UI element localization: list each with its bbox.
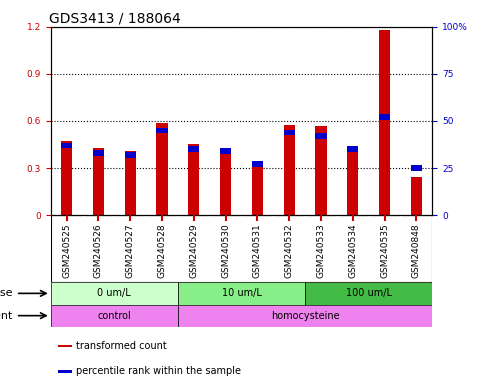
Bar [411, 165, 422, 171]
Bar [125, 152, 136, 157]
Text: 10 um/L: 10 um/L [222, 288, 261, 298]
Bar [156, 123, 168, 215]
Text: transformed count: transformed count [75, 341, 166, 351]
Bar [411, 177, 422, 215]
Text: GSM240525: GSM240525 [62, 223, 71, 278]
FancyBboxPatch shape [51, 305, 178, 327]
Text: GSM240848: GSM240848 [412, 223, 421, 278]
Bar [61, 143, 72, 148]
Bar [347, 146, 358, 152]
Text: GDS3413 / 188064: GDS3413 / 188064 [49, 12, 181, 26]
Text: GSM240532: GSM240532 [284, 223, 294, 278]
FancyBboxPatch shape [305, 282, 432, 305]
FancyBboxPatch shape [51, 282, 178, 305]
Bar [220, 147, 231, 215]
Bar [188, 144, 199, 215]
Text: GSM240531: GSM240531 [253, 223, 262, 278]
Bar [315, 133, 327, 139]
Text: homocysteine: homocysteine [271, 311, 340, 321]
Bar [379, 30, 390, 215]
Text: agent: agent [0, 311, 13, 321]
Text: GSM240530: GSM240530 [221, 223, 230, 278]
Bar [58, 370, 72, 373]
Bar [220, 148, 231, 154]
Text: control: control [98, 311, 131, 321]
Bar [284, 125, 295, 215]
Bar [93, 150, 104, 156]
Bar [188, 146, 199, 152]
Text: percentile rank within the sample: percentile rank within the sample [75, 366, 241, 376]
Bar [156, 127, 168, 133]
Bar [347, 147, 358, 215]
Text: 100 um/L: 100 um/L [346, 288, 392, 298]
Text: GSM240527: GSM240527 [126, 223, 135, 278]
Bar [284, 129, 295, 135]
Text: GSM240534: GSM240534 [348, 223, 357, 278]
Text: GSM240526: GSM240526 [94, 223, 103, 278]
Bar [93, 147, 104, 215]
Text: GSM240535: GSM240535 [380, 223, 389, 278]
Text: GSM240533: GSM240533 [316, 223, 326, 278]
Bar [315, 126, 327, 215]
FancyBboxPatch shape [178, 305, 432, 327]
Bar [379, 114, 390, 120]
FancyBboxPatch shape [178, 282, 305, 305]
Bar [58, 344, 72, 348]
Text: dose: dose [0, 288, 13, 298]
Text: GSM240528: GSM240528 [157, 223, 167, 278]
Text: GSM240529: GSM240529 [189, 223, 199, 278]
Bar [252, 164, 263, 215]
Bar [61, 141, 72, 215]
Bar [252, 162, 263, 167]
Text: 0 um/L: 0 um/L [98, 288, 131, 298]
Bar [125, 151, 136, 215]
